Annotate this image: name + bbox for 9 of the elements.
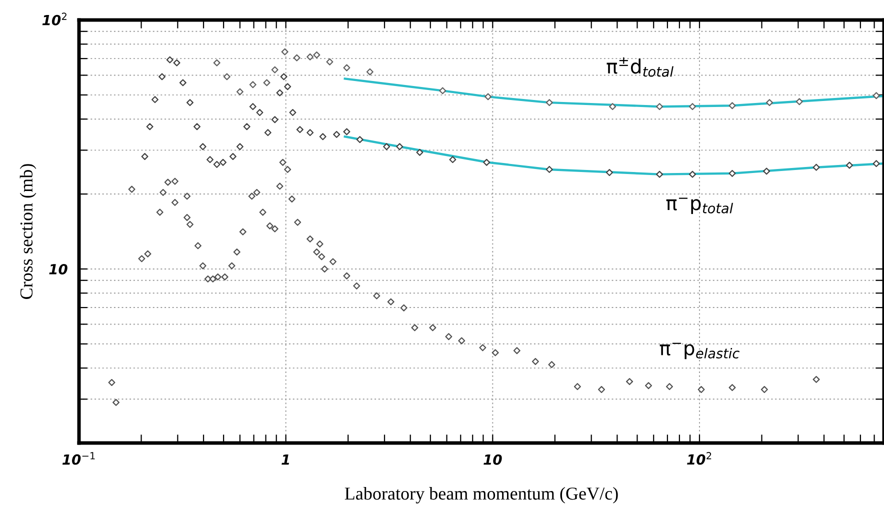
x-tick-label: 10$^{−1}$ (62, 452, 95, 465)
x-axis-title: Laboratory beam momentum (GeV/c) (344, 486, 618, 504)
series-label: π$^{±}$d$_{total}$ (606, 57, 674, 77)
x-tick-label: 10$^{2}$ (687, 452, 712, 465)
y-axis-title: Cross section (mb) (20, 164, 36, 299)
x-tick-label: 1 (282, 454, 290, 465)
series-label: π$^{−}$p$_{elastic}$ (660, 342, 740, 360)
x-tick-label: 10 (484, 454, 502, 465)
series-label: π$^{−}$p$_{total}$ (666, 198, 734, 214)
